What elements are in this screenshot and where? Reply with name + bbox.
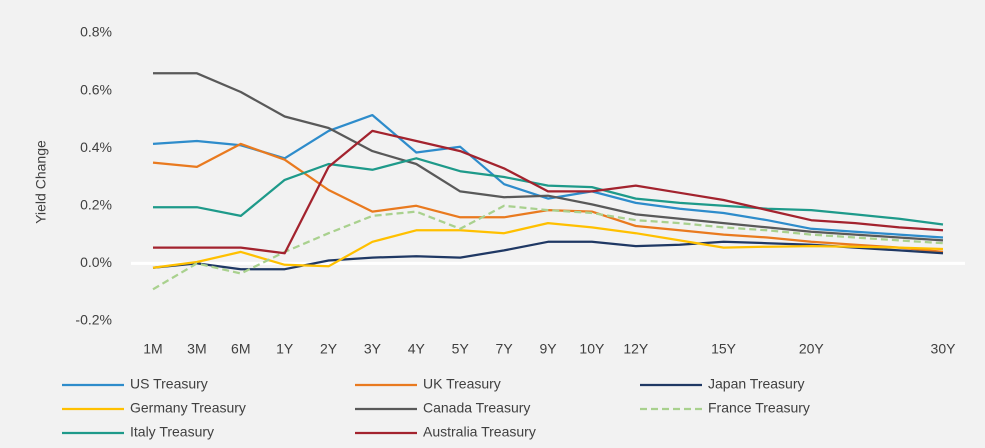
x-tick-label: 30Y xyxy=(931,341,957,357)
x-tick-label: 9Y xyxy=(539,341,557,357)
x-tick-label: 20Y xyxy=(799,341,825,357)
legend-label: Germany Treasury xyxy=(130,400,246,416)
x-tick-label: 1Y xyxy=(276,341,294,357)
x-tick-label: 7Y xyxy=(496,341,514,357)
y-tick-label: 0.0% xyxy=(80,254,112,270)
x-tick-label: 1M xyxy=(143,341,162,357)
x-tick-label: 10Y xyxy=(579,341,605,357)
legend-label: US Treasury xyxy=(130,376,208,392)
y-tick-label: 0.6% xyxy=(80,81,112,97)
x-tick-label: 6M xyxy=(231,341,250,357)
x-tick-label: 2Y xyxy=(320,341,338,357)
x-tick-label: 3M xyxy=(187,341,206,357)
x-tick-label: 5Y xyxy=(452,341,470,357)
series-line xyxy=(153,129,944,255)
x-tick-label: 15Y xyxy=(711,341,737,357)
legend-label: Japan Treasury xyxy=(708,376,805,392)
series-line xyxy=(152,240,944,271)
y-tick-label: 0.8% xyxy=(80,24,112,40)
x-tick-label: 12Y xyxy=(623,341,649,357)
legend-label: UK Treasury xyxy=(423,376,501,392)
y-tick-label: -0.2% xyxy=(75,312,112,328)
legend-label: France Treasury xyxy=(708,400,810,416)
legend-label: Australia Treasury xyxy=(423,424,536,440)
y-tick-label: 0.4% xyxy=(80,139,112,155)
x-tick-label: 3Y xyxy=(364,341,382,357)
legend-label: Italy Treasury xyxy=(130,424,214,440)
x-tick-label: 4Y xyxy=(408,341,426,357)
legend-label: Canada Treasury xyxy=(423,400,530,416)
series-line xyxy=(152,113,944,239)
series-line xyxy=(152,221,944,269)
series-line xyxy=(153,72,944,242)
series-line xyxy=(153,157,944,226)
y-axis-label: Yield Change xyxy=(33,140,49,224)
y-tick-label: 0.2% xyxy=(80,197,112,213)
